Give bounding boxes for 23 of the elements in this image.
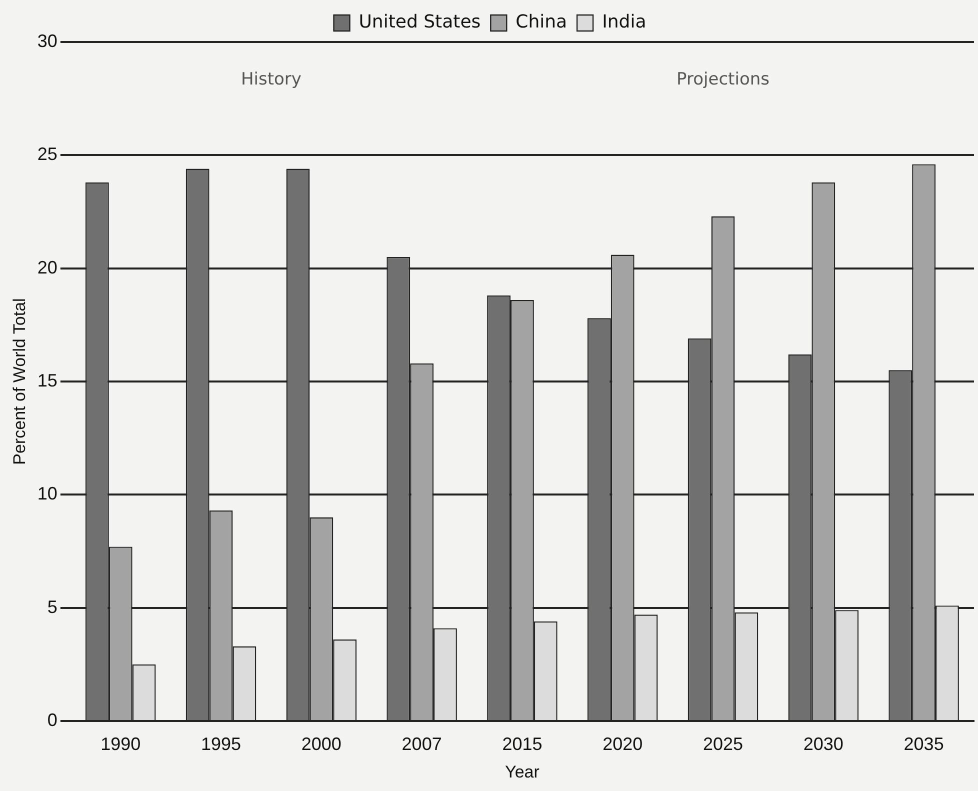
legend-label: United States [358,12,481,33]
x-tick-label: 2025 [702,734,744,754]
x-tick-label: 2020 [602,734,643,754]
y-tick-label: 15 [37,370,58,390]
x-tick-label: 1995 [200,734,242,754]
y-axis-title: Percent of World Total [10,298,29,465]
y-tick-label: 30 [37,30,58,51]
y-tick-label: 0 [47,710,58,730]
x-tick-label: 1990 [100,734,141,754]
y-tick-label: 10 [37,484,58,504]
y-tick-label: 25 [37,144,58,164]
legend-label: India [602,12,646,33]
x-tick-label: 2015 [502,734,542,754]
y-tick-label: 20 [37,257,58,278]
x-tick-label: 2030 [803,734,844,754]
x-tick-label: 2000 [301,734,342,754]
y-tick-label: 5 [47,596,58,617]
annotation: History [240,69,302,90]
x-axis-title: Year [505,762,540,782]
x-tick-label: 2007 [402,734,442,754]
annotation: Projections [676,69,770,90]
x-tick-label: 2035 [904,734,944,754]
legend-label: China [516,12,568,33]
